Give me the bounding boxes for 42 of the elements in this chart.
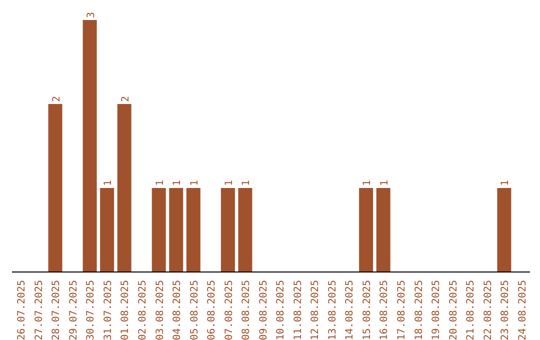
x-tick-label: 29.07.2025 <box>68 280 80 340</box>
data-label: 1 <box>103 180 114 186</box>
x-tick-label: 01.08.2025 <box>120 280 132 340</box>
x-tick-label: 17.08.2025 <box>396 280 408 340</box>
data-label: 3 <box>86 12 97 18</box>
x-tick-label: 23.08.2025 <box>500 280 512 340</box>
data-label: 1 <box>224 180 235 186</box>
x-tick-label: 24.08.2025 <box>517 280 528 340</box>
x-tick-label: 21.08.2025 <box>466 280 477 340</box>
data-label: 2 <box>120 96 132 102</box>
x-tick-label: 05.08.2025 <box>189 280 200 340</box>
data-label: 1 <box>172 180 184 186</box>
x-tick-label: 11.08.2025 <box>292 280 304 340</box>
x-tick-label: 07.08.2025 <box>224 280 235 340</box>
data-label: 1 <box>362 180 374 186</box>
x-tick-label: 16.08.2025 <box>379 280 390 340</box>
x-tick-label: 15.08.2025 <box>362 280 373 340</box>
x-tick-label: 02.08.2025 <box>138 280 148 340</box>
data-label: 1 <box>241 180 252 186</box>
x-tick-label: 10.08.2025 <box>276 280 287 340</box>
x-tick-label: 09.08.2025 <box>258 280 270 340</box>
x-tick-label: 27.07.2025 <box>34 280 45 340</box>
data-label: 2 <box>51 96 62 102</box>
data-label: 1 <box>379 180 390 186</box>
x-tick-label: 19.08.2025 <box>431 280 442 340</box>
data-label: 1 <box>189 180 200 186</box>
x-tick-label: 31.07.2025 <box>102 280 114 340</box>
x-tick-label: 13.08.2025 <box>327 280 338 340</box>
x-tick-label: 14.08.2025 <box>344 280 356 340</box>
data-label: 1 <box>500 180 512 186</box>
x-tick-label: 03.08.2025 <box>154 280 166 340</box>
x-tick-label: 28.07.2025 <box>51 280 62 340</box>
x-tick-label: 08.08.2025 <box>241 280 252 340</box>
x-tick-label: 18.08.2025 <box>414 280 425 340</box>
x-tick-label: 26.07.2025 <box>16 280 28 340</box>
x-tick-label: 04.08.2025 <box>172 280 184 340</box>
data-label: 1 <box>154 180 166 186</box>
x-tick-label: 30.07.2025 <box>86 280 97 340</box>
x-tick-label: 06.08.2025 <box>206 280 218 340</box>
x-tick-label: 20.08.2025 <box>448 280 460 340</box>
x-tick-label: 12.08.2025 <box>310 280 322 340</box>
x-tick-label: 22.08.2025 <box>482 280 494 340</box>
